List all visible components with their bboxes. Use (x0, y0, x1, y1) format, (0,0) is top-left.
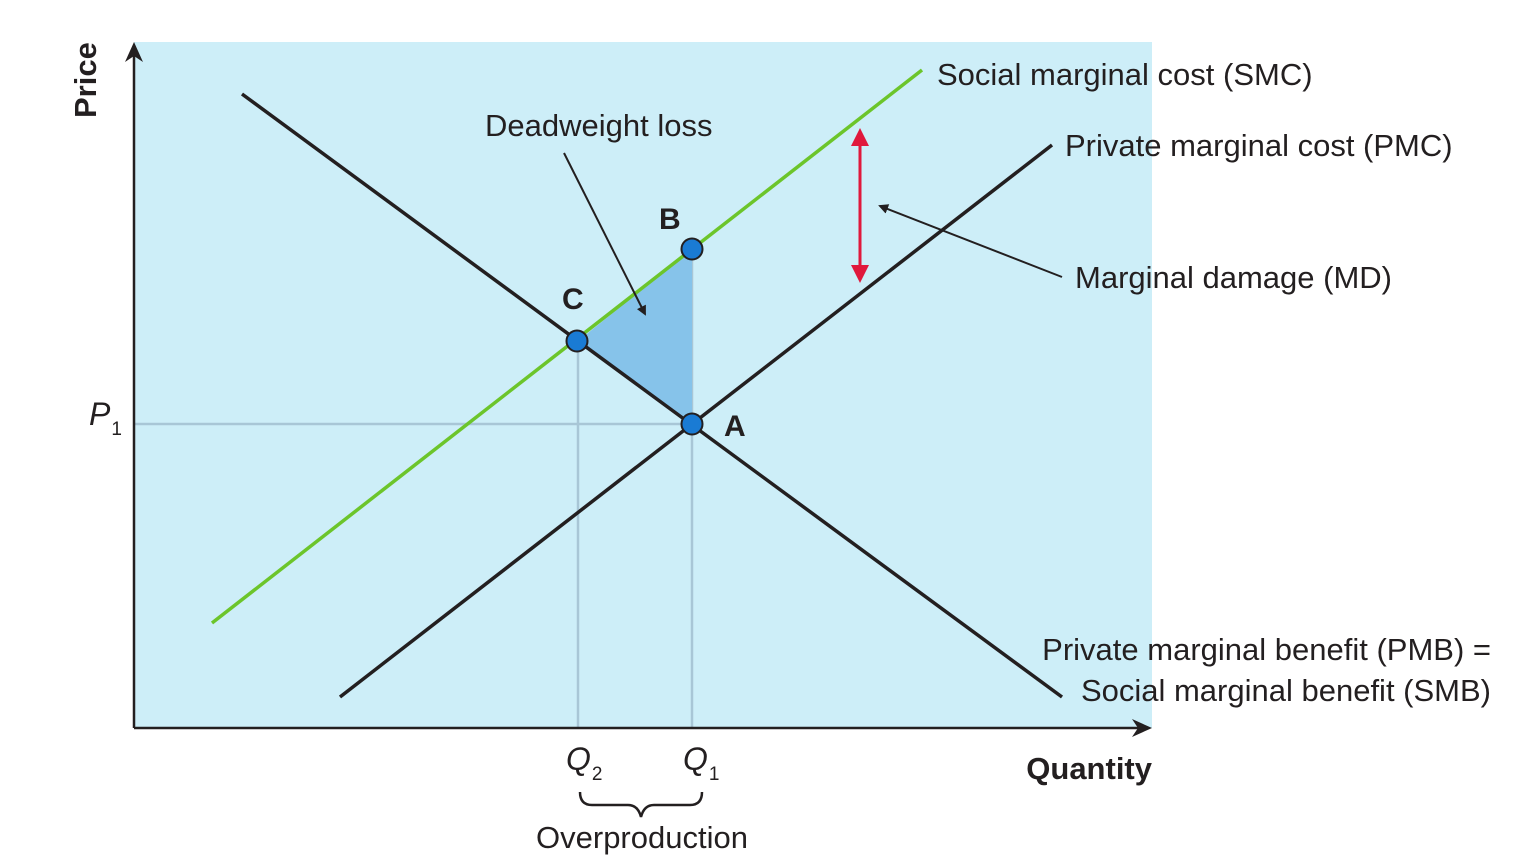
pmb-label-line-2: Social marginal benefit (SMB) (1081, 673, 1491, 708)
point-label-b: B (659, 203, 681, 236)
arrow-icon (563, 152, 646, 316)
q2-tick-label: Q2 (566, 741, 602, 785)
y-axis-arrowhead (125, 42, 143, 62)
smc-label: Social marginal cost (SMC) (937, 57, 1313, 92)
point-label-c: C (562, 283, 584, 316)
overproduction-label: Overproduction (536, 820, 748, 855)
deadweight-loss-label: Deadweight loss (485, 108, 712, 143)
y-axis-label: Price (68, 42, 103, 118)
double-headed-arrow-icon (851, 128, 869, 283)
pmb-label-line-1: Private marginal benefit (PMB) = (1042, 632, 1491, 667)
overproduction-brace (578, 791, 704, 818)
q1-tick-label: Q1 (683, 741, 719, 785)
p1-tick-label: P1 (89, 396, 122, 440)
arrow-icon (878, 204, 1063, 278)
point-a (680, 412, 704, 436)
pmc-label: Private marginal cost (PMC) (1065, 128, 1453, 163)
point-b (680, 237, 704, 261)
point-c (565, 329, 589, 353)
x-axis-label: Quantity (1026, 751, 1152, 786)
x-axis-arrowhead (1132, 719, 1152, 737)
pmb-curve (240, 92, 1064, 699)
marginal-damage-label: Marginal damage (MD) (1075, 260, 1392, 295)
point-label-a: A (724, 410, 746, 443)
deadweight-loss-area (578, 249, 692, 424)
